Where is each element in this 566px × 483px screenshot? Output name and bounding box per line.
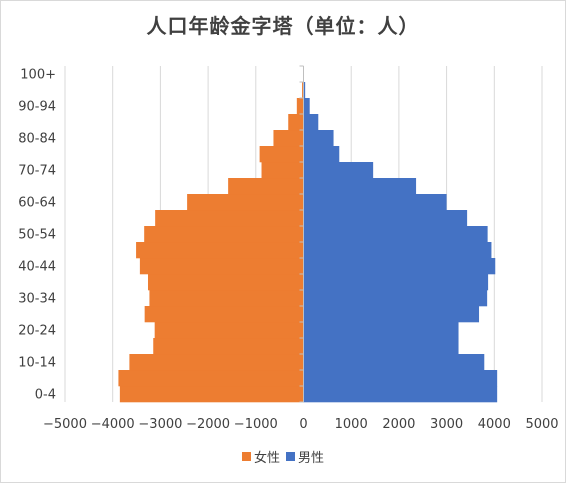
- legend-label-female: 女性: [253, 451, 280, 466]
- bar-female-5-9: [118, 370, 304, 387]
- legend-item-female: 女性: [241, 447, 280, 466]
- y-tick-label: 10-14: [18, 356, 56, 371]
- bar-female-25-29: [144, 306, 304, 323]
- bar-female-15-19: [153, 338, 304, 355]
- x-tick-labels: −5000 −4000 −3000 −2000 −1000 0 1000 2000 3000 40…: [43, 417, 559, 432]
- x-tick-label: 1000: [335, 417, 368, 432]
- bar-male-40-44: [303, 258, 496, 275]
- y-tick-labels: 0-4 10-14 20-24 30-34 40-44 50-54 60-64 70-74 80…: [18, 68, 56, 403]
- y-tick-label: 60-64: [18, 196, 56, 211]
- bar-male-15-19: [303, 338, 459, 355]
- x-tick-label: −1000: [234, 417, 278, 432]
- bar-male-25-29: [303, 306, 480, 323]
- bar-female-60-64: [187, 194, 304, 211]
- x-tick-label: −3000: [138, 417, 182, 432]
- legend-item-male: 男性: [286, 447, 324, 466]
- bar-female-30-34: [149, 290, 304, 307]
- x-tick-label: 3000: [430, 417, 463, 432]
- bar-female-10-14: [129, 354, 304, 371]
- y-tick-label: 70-74: [18, 164, 56, 179]
- y-tick-label: 20-24: [18, 324, 56, 339]
- x-tick-label: 0: [299, 417, 307, 432]
- bar-female-45-49: [136, 242, 304, 259]
- x-tick-label: −2000: [186, 417, 230, 432]
- bars: [118, 66, 498, 403]
- bar-female-20-24: [154, 322, 304, 339]
- x-tick-label: −4000: [91, 417, 135, 432]
- bar-male-10-14: [303, 354, 485, 371]
- bar-female-50-54: [144, 226, 304, 243]
- bar-female-95-99: [302, 82, 304, 99]
- bar-male-55-59: [303, 210, 468, 227]
- y-tick-label: 40-44: [18, 260, 56, 275]
- bar-female-40-44: [139, 258, 304, 275]
- bar-female-90-94: [296, 98, 304, 115]
- bar-female-55-59: [155, 210, 304, 227]
- bar-female-0-4: [119, 386, 304, 403]
- bar-male-95-99: [303, 82, 306, 99]
- bar-female-80-84: [273, 130, 304, 147]
- bar-female-65-69: [228, 178, 304, 195]
- bar-male-35-39: [303, 274, 489, 291]
- y-tick-label: 50-54: [18, 228, 56, 243]
- bar-female-85-89: [288, 114, 304, 131]
- legend-swatch-male: [286, 452, 295, 461]
- y-tick-label: 80-84: [18, 132, 56, 147]
- x-tick-label: 5000: [525, 417, 558, 432]
- legend-swatch-female: [241, 452, 251, 461]
- bar-male-90-94: [303, 98, 310, 115]
- y-tick-label: 90-94: [18, 100, 56, 115]
- bar-female-70-74: [261, 162, 304, 179]
- bar-female-35-39: [147, 274, 304, 291]
- bar-male-30-34: [303, 290, 488, 307]
- bar-male-70-74: [303, 162, 374, 179]
- bar-male-20-24: [303, 322, 459, 339]
- y-tick-label: 30-34: [18, 292, 56, 307]
- x-tick-label: 4000: [478, 417, 511, 432]
- bar-male-0-4: [303, 386, 498, 403]
- bar-female-75-79: [259, 146, 304, 163]
- y-tick-label: 100+: [20, 68, 56, 83]
- x-tick-label: 2000: [382, 417, 415, 432]
- bar-male-45-49: [303, 242, 492, 259]
- bar-male-85-89: [303, 114, 319, 131]
- bar-male-65-69: [303, 178, 417, 195]
- y-tick-label: 0-4: [35, 388, 56, 403]
- legend: 女性 男性: [0, 447, 566, 466]
- legend-label-male: 男性: [298, 451, 325, 466]
- x-tick-label: −5000: [43, 417, 87, 432]
- bar-male-60-64: [303, 194, 447, 211]
- bar-male-75-79: [303, 146, 340, 163]
- bar-male-80-84: [303, 130, 334, 147]
- axis: [299, 65, 304, 403]
- bar-male-50-54: [303, 226, 488, 243]
- chart-title: 人口年龄金字塔（单位：人）: [146, 14, 420, 38]
- bar-male-5-9: [303, 370, 498, 387]
